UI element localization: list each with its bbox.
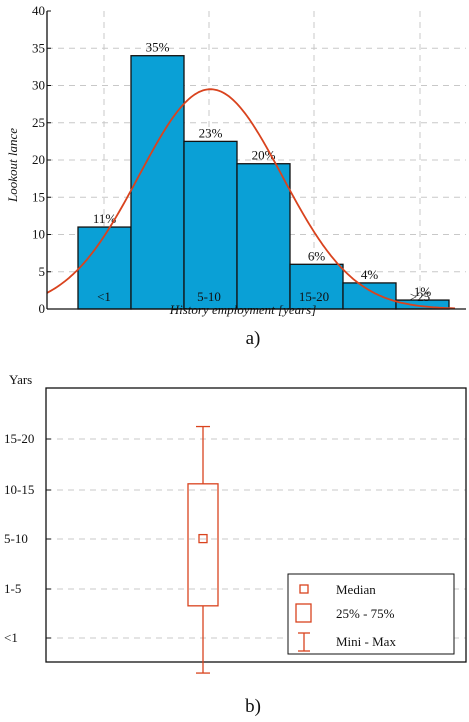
histogram-x-tick-label: <1	[97, 289, 111, 304]
boxplot-y-axis-label: Yars	[9, 372, 32, 387]
legend-label: Mini - Max	[336, 634, 396, 649]
histogram-y-tick-label: 30	[32, 78, 45, 93]
histogram-y-tick-label: 0	[39, 301, 46, 316]
legend-frame	[287, 573, 455, 655]
legend-box-symbol	[295, 603, 312, 623]
histogram-bar-label: 11%	[93, 211, 117, 226]
histogram-x-ticks: <1 5-10 15-20 >25	[97, 289, 430, 304]
histogram-y-tick-label: 35	[32, 40, 45, 55]
boxplot-y-tick-label: <1	[4, 630, 18, 645]
boxplot-y-tick-label: 5-10	[4, 531, 28, 546]
histogram-y-tick-label: 10	[32, 227, 45, 242]
histogram-bar	[77, 226, 132, 310]
legend-median-symbol	[299, 584, 309, 594]
histogram-y-tick-label: 15	[32, 189, 45, 204]
boxplot-y-ticks: 15-20 10-15 5-10 1-5 <1	[4, 431, 51, 645]
histogram-bar-label: 6%	[308, 248, 326, 263]
histogram-x-tick-label: 5-10	[197, 289, 221, 304]
boxplot-grid	[46, 438, 466, 639]
panel-b-caption: b)	[245, 696, 261, 717]
histogram-bar-label: 4%	[361, 267, 379, 282]
histogram-bar-label: 1%	[414, 284, 432, 299]
histogram-x-tick-label: 15-20	[299, 289, 329, 304]
histogram-y-ticks: 0 5 10 15 20 25 30 35 40	[32, 3, 51, 316]
legend-label: Median	[336, 582, 376, 597]
boxplot-median-marker	[198, 533, 208, 544]
boxplot-frame	[45, 387, 467, 663]
histogram-bar-labels: 11%35%23%20%6%4%1%	[93, 40, 432, 299]
histogram-bar	[183, 140, 238, 310]
histogram-bars	[77, 55, 450, 310]
histogram-x-tick-label: >25	[410, 289, 430, 304]
boxplot-legend: Median 25% - 75% Mini - Max	[287, 573, 455, 655]
fit-curve	[46, 88, 456, 310]
boxplot-panel: 15-20 10-15 5-10 1-5 <1 Yars Median 25% - 75%…	[4, 372, 467, 717]
histogram-bar	[130, 55, 185, 310]
boxplot-frame-rect	[45, 387, 467, 663]
histogram-y-tick-label: 20	[32, 152, 45, 167]
boxplot-y-tick-label: 1-5	[4, 581, 21, 596]
panel-a-caption: a)	[246, 328, 261, 349]
histogram-y-tick-label: 5	[39, 264, 46, 279]
boxplot	[187, 425, 219, 674]
legend-label: 25% - 75%	[336, 606, 395, 621]
histogram-bar-label: 23%	[199, 125, 223, 140]
histogram-y-tick-label: 25	[32, 115, 45, 130]
histogram-bar	[289, 263, 344, 310]
boxplot-y-tick-label: 10-15	[4, 482, 34, 497]
boxplot-y-tick-label: 15-20	[4, 431, 34, 446]
histogram-x-axis-label: History employment [years]	[169, 302, 317, 317]
histogram-bar	[342, 282, 397, 310]
histogram-y-axis-label: Lookout lance	[5, 128, 20, 203]
histogram-y-tick-label: 40	[32, 3, 45, 18]
boxplot-iqr-box	[187, 483, 219, 607]
histogram-bar-label: 35%	[146, 40, 170, 55]
histogram-bar	[236, 163, 291, 310]
